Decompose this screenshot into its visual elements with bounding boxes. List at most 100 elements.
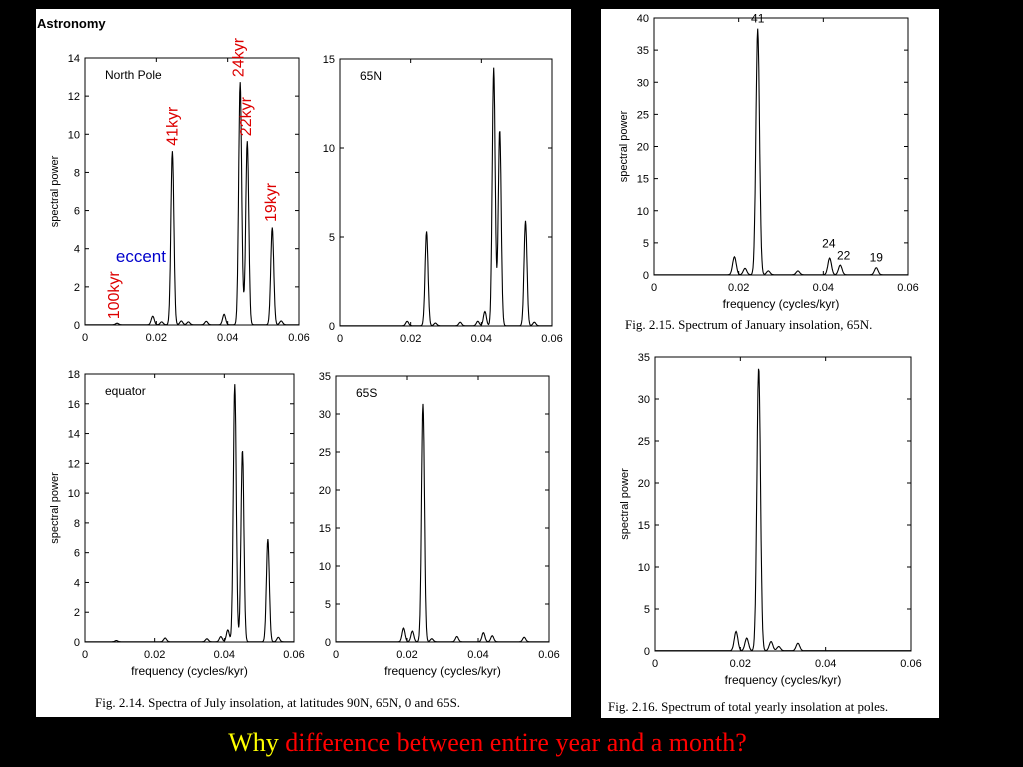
plot-title: equator <box>105 384 146 398</box>
y-tick-label: 12 <box>68 91 80 103</box>
chart-right: 0 5 10 15 20 25 30 35 40 0 0.02 0.04 0.06 spectral po… <box>618 11 922 687</box>
y-tick-label: 30 <box>637 77 649 89</box>
x-tick-label: 0.02 <box>396 649 417 661</box>
y-tick-label: 35 <box>319 371 331 383</box>
y-tick-label: 6 <box>74 548 80 560</box>
x-tick-label: 0 <box>651 282 657 294</box>
x-tick-label: 0 <box>652 658 658 670</box>
figure-2-14-page: Astronomy 0 2 4 6 8 10 12 14 0 0.02 0.04 0.06 North … <box>36 9 571 717</box>
y-tick-label: 15 <box>323 54 335 66</box>
x-tick-label: 0.06 <box>897 282 918 294</box>
y-tick-label: 0 <box>643 270 649 282</box>
x-tick-label: 0.02 <box>730 658 751 670</box>
x-tick-label: 0.04 <box>471 333 492 345</box>
x-tick-label: 0.02 <box>146 332 167 344</box>
plot-frame <box>653 17 909 276</box>
x-tick-label: 0.06 <box>541 333 562 345</box>
x-tick-label: 0.06 <box>900 658 921 670</box>
chart-north-pole: 0 2 4 6 8 10 12 14 0 0.02 0.04 0.06 North Pole spectr… <box>49 37 563 678</box>
y-tick-label: 10 <box>319 561 331 573</box>
y-tick-label: 10 <box>68 129 80 141</box>
y-tick-label: 20 <box>638 478 650 490</box>
x-tick-label: 0 <box>337 333 343 345</box>
y-tick-label: 5 <box>325 599 331 611</box>
question-rest: difference between entire year and a mon… <box>278 728 747 757</box>
y-tick-label: 30 <box>638 394 650 406</box>
y-tick-label: 10 <box>637 206 649 218</box>
y-tick-label: 15 <box>638 520 650 532</box>
y-tick-label: 5 <box>329 232 335 244</box>
plot-north-pole: 0 2 4 6 8 10 12 14 0 0.02 0.04 0.06 North Pole spectr… <box>49 37 310 344</box>
y-tick-label: 16 <box>68 399 80 411</box>
y-tick-label: 8 <box>74 518 80 530</box>
y-tick-label: 12 <box>68 458 80 470</box>
plot-frame <box>654 356 912 652</box>
y-tick-label: 40 <box>637 13 649 25</box>
plot-title: 65S <box>356 386 377 400</box>
bottom-question: Why difference between entire year and a… <box>0 728 975 758</box>
x-tick-label: 0.02 <box>728 282 749 294</box>
spectrum-line <box>85 82 299 326</box>
x-tick-label: 0.02 <box>144 649 165 661</box>
x-tick-label: 0 <box>82 332 88 344</box>
plot-title: North Pole <box>105 68 162 82</box>
y-tick-label: 25 <box>319 447 331 459</box>
plot-65n-july: 0 5 10 15 0 0.02 0.04 0.06 65N <box>323 54 563 345</box>
figure-2-16-caption: Fig. 2.16. Spectrum of total yearly inso… <box>608 699 889 714</box>
x-tick-label: 0 <box>82 649 88 661</box>
plot-yearly-poles: 0 5 10 15 20 25 30 35 0 0.02 0.04 0.06 spectral powe… <box>619 352 922 687</box>
peak-annotation: 100kyr <box>106 271 123 320</box>
y-tick-label: 25 <box>637 109 649 121</box>
y-tick-label: 5 <box>643 238 649 250</box>
peak-annotation: 22kyr <box>238 96 255 136</box>
peak-annotation: 41kyr <box>165 106 182 146</box>
x-tick-label: 0.06 <box>538 649 559 661</box>
y-axis-label: spectral power <box>619 468 631 540</box>
y-tick-label: 0 <box>74 637 80 649</box>
question-prefix: Why <box>228 728 279 757</box>
x-tick-label: 0 <box>333 649 339 661</box>
y-tick-label: 25 <box>638 436 650 448</box>
x-tick-label: 0.04 <box>815 658 836 670</box>
x-tick-label: 0.04 <box>214 649 235 661</box>
plot-equator: 0 2 4 6 8 10 12 14 16 18 0 0.02 0.04 0.06 equator spect… <box>49 369 305 678</box>
y-tick-label: 14 <box>68 53 80 65</box>
y-tick-label: 10 <box>638 562 650 574</box>
x-axis-label: frequency (cycles/kyr) <box>384 664 501 678</box>
x-axis-label: frequency (cycles/kyr) <box>723 297 840 311</box>
peak-annotation: 41 <box>751 11 765 25</box>
plot-65s: 0 5 10 15 20 25 30 35 0 0.02 0.04 0.06 65S frequency … <box>319 371 560 678</box>
spectrum-line <box>655 368 911 652</box>
y-tick-label: 20 <box>319 485 331 497</box>
spectrum-line <box>336 403 549 643</box>
y-tick-label: 30 <box>319 409 331 421</box>
x-tick-label: 0.04 <box>217 332 238 344</box>
y-tick-label: 35 <box>637 45 649 57</box>
x-axis-label: frequency (cycles/kyr) <box>131 664 248 678</box>
plot-january-65n: 0 5 10 15 20 25 30 35 40 0 0.02 0.04 0.06 spectral po… <box>618 11 919 311</box>
x-tick-label: 0.06 <box>283 649 304 661</box>
x-tick-label: 0.04 <box>467 649 488 661</box>
peak-annotation: 19 <box>870 251 884 265</box>
y-axis-label: spectral power <box>49 155 61 227</box>
y-tick-label: 0 <box>325 637 331 649</box>
y-tick-label: 5 <box>644 604 650 616</box>
y-tick-label: 8 <box>74 167 80 179</box>
plot-frame <box>335 375 550 643</box>
figure-2-14-caption: Fig. 2.14. Spectra of July insolation, a… <box>95 695 461 710</box>
spectrum-line <box>340 67 552 327</box>
plot-frame <box>84 373 295 643</box>
y-tick-label: 0 <box>329 321 335 333</box>
peak-annotation: 24 <box>822 236 836 250</box>
y-tick-label: 10 <box>68 488 80 500</box>
plot-frame <box>339 58 553 327</box>
peak-annotation: 22 <box>837 249 851 263</box>
y-axis-label: spectral power <box>49 472 61 544</box>
y-axis-label: spectral power <box>618 110 630 182</box>
y-tick-label: 35 <box>638 352 650 364</box>
y-tick-label: 14 <box>68 429 80 441</box>
y-tick-label: 0 <box>74 320 80 332</box>
y-tick-label: 2 <box>74 607 80 619</box>
book-header: Astronomy <box>37 16 106 31</box>
x-tick-label: 0.06 <box>288 332 309 344</box>
